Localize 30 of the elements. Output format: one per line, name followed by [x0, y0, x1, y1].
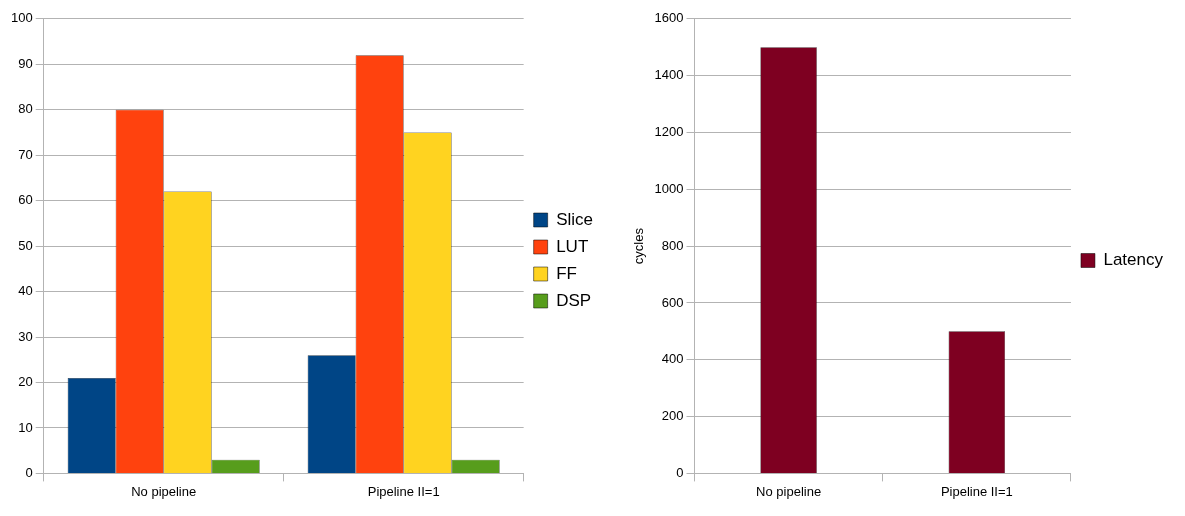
y-tick-label: 80 [18, 101, 33, 117]
y-tick-label: 50 [18, 237, 33, 253]
y-tick-label: 1200 [654, 124, 684, 140]
y-tick-label: 10 [18, 419, 33, 435]
y-tick-label: 600 [661, 294, 684, 310]
y-tick-label: 0 [25, 464, 33, 480]
x-tick-label: Pipeline II=1 [367, 483, 440, 499]
y-tick-label: 1600 [654, 10, 684, 26]
y-tick-label: 800 [661, 237, 684, 253]
y-tick-label: 70 [18, 146, 33, 162]
legend-label: FF [556, 263, 577, 283]
y-axis-title: cycles [631, 227, 647, 265]
y-tick-label: 90 [18, 55, 33, 71]
x-tick-label: Pipeline II=1 [940, 483, 1013, 499]
y-tick-label: 400 [661, 351, 684, 367]
y-tick-label: 200 [661, 408, 684, 424]
x-tick-label: No pipeline [131, 483, 197, 499]
y-tick-label: 1000 [654, 180, 684, 196]
y-tick-label: 100 [10, 10, 33, 26]
y-tick-label: 40 [18, 283, 33, 299]
legend-label: Slice [556, 209, 594, 229]
y-tick-label: 30 [18, 328, 33, 344]
y-tick-label: 0 [676, 464, 684, 480]
legend-label: LUT [556, 236, 589, 256]
legend-label: Latency [1103, 250, 1164, 270]
y-tick-label: 60 [18, 192, 33, 208]
y-tick-label: 1400 [654, 67, 684, 83]
y-tick-label: 20 [18, 374, 33, 390]
x-tick-label: No pipeline [756, 483, 822, 499]
legend-label: DSP [556, 290, 592, 310]
